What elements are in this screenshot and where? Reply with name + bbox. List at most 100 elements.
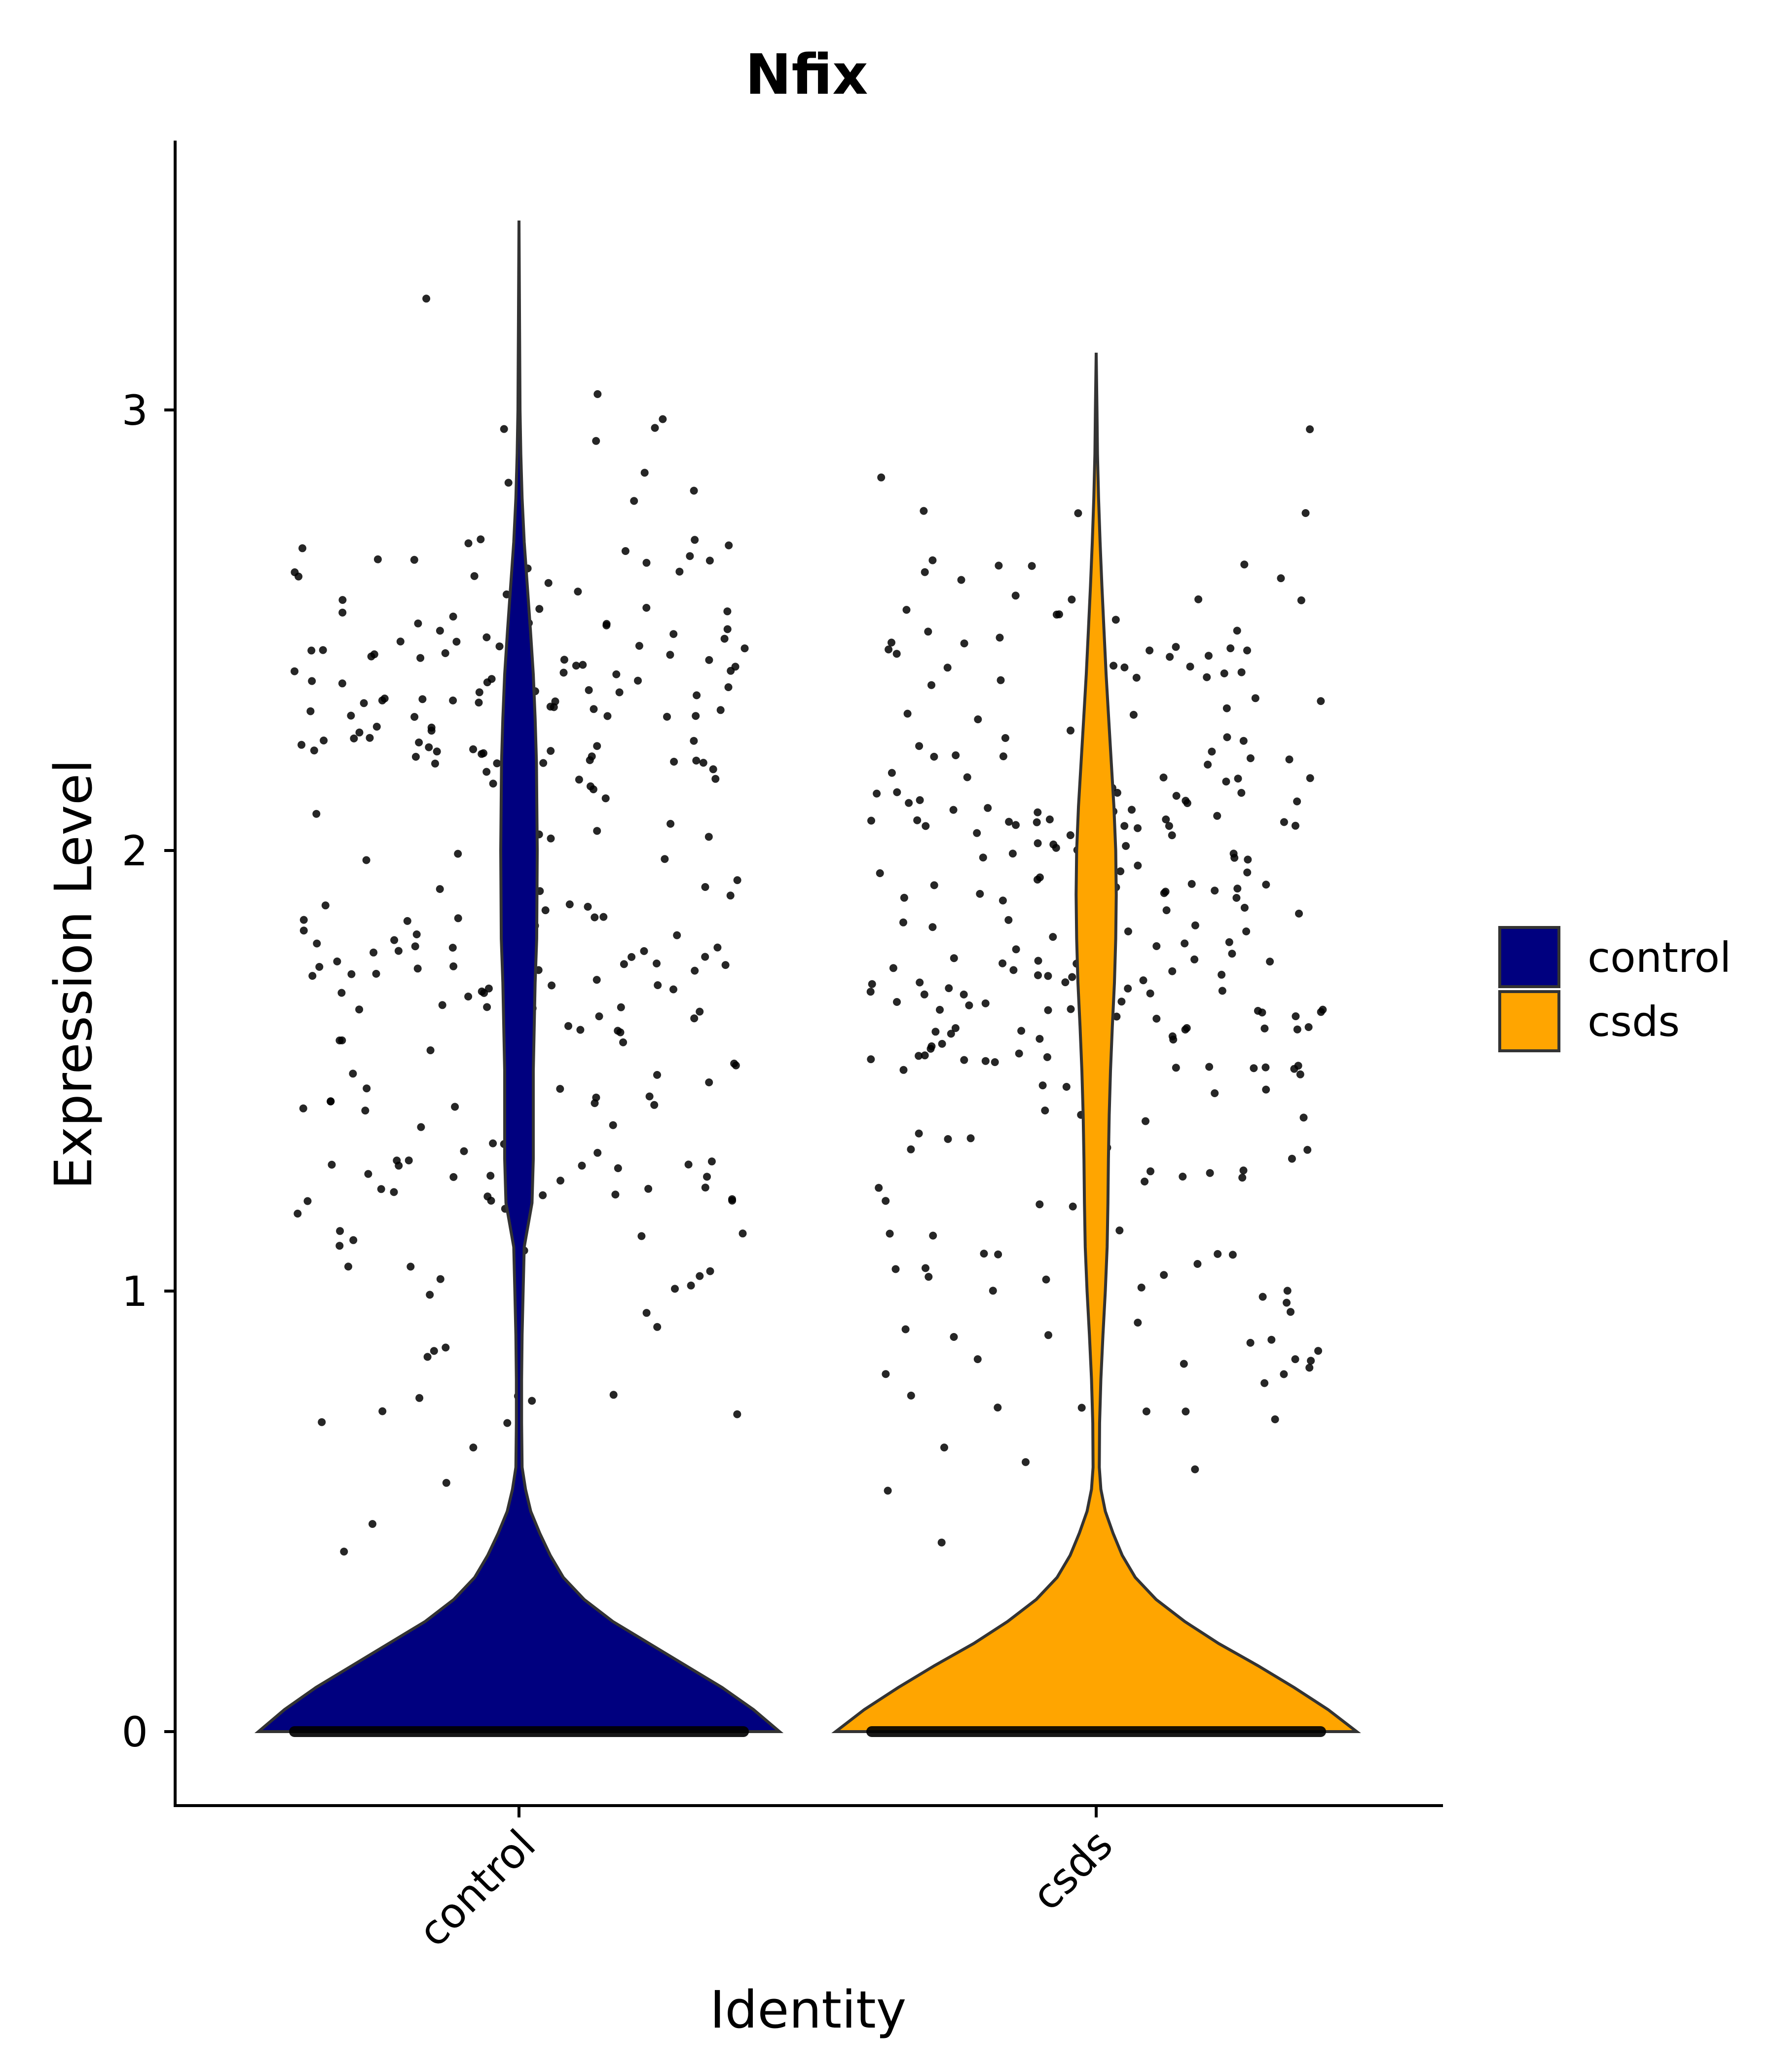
data-point <box>1146 989 1154 998</box>
x-tick-label: control <box>409 1820 545 1956</box>
data-point <box>1166 653 1174 661</box>
data-point <box>1283 1298 1291 1307</box>
data-point <box>591 913 599 922</box>
data-point <box>609 1121 617 1129</box>
data-point <box>1012 821 1020 829</box>
data-point <box>578 1161 586 1170</box>
data-point <box>991 1058 999 1066</box>
data-point <box>690 737 698 745</box>
data-point <box>899 1066 908 1074</box>
data-point <box>951 1024 960 1032</box>
data-point <box>1036 1200 1044 1209</box>
data-point <box>888 769 896 777</box>
data-point <box>565 900 574 909</box>
data-point <box>663 712 671 721</box>
data-point <box>925 1273 933 1281</box>
legend-label-control: control <box>1588 933 1731 982</box>
data-point <box>630 497 638 505</box>
data-point <box>344 1262 352 1271</box>
data-point <box>673 931 681 939</box>
data-point <box>1165 822 1173 830</box>
data-point <box>415 1394 424 1402</box>
data-point <box>1152 1014 1161 1023</box>
data-point <box>475 688 483 697</box>
data-point <box>442 1479 450 1487</box>
data-point <box>556 1085 564 1093</box>
data-point <box>1152 942 1161 950</box>
data-point <box>690 486 698 495</box>
data-point <box>1240 904 1249 912</box>
data-point <box>390 1188 398 1196</box>
data-point <box>1233 627 1241 635</box>
data-point <box>291 568 299 576</box>
data-point <box>1293 797 1301 806</box>
data-point <box>1246 1338 1255 1347</box>
data-point <box>487 675 496 683</box>
data-point <box>394 947 403 955</box>
data-point <box>669 985 677 994</box>
data-point <box>431 759 439 768</box>
data-point <box>291 667 298 675</box>
data-point <box>1295 909 1303 918</box>
data-point <box>952 751 960 759</box>
data-point <box>349 1070 357 1078</box>
data-point <box>693 691 701 700</box>
data-point <box>1290 1065 1298 1073</box>
data-point <box>1117 998 1126 1006</box>
data-point <box>716 706 725 714</box>
data-point <box>924 628 932 636</box>
data-point <box>642 604 651 612</box>
data-point <box>426 1046 435 1054</box>
data-point <box>999 959 1007 967</box>
data-point <box>616 1028 625 1036</box>
data-point <box>1218 987 1226 995</box>
data-point <box>1240 560 1249 569</box>
data-point <box>451 1103 459 1111</box>
data-point <box>1116 867 1125 876</box>
data-point <box>430 1347 438 1355</box>
data-point <box>974 715 982 724</box>
data-point <box>653 1323 662 1331</box>
data-point <box>333 957 341 965</box>
data-point <box>1222 704 1231 712</box>
data-point <box>873 789 881 798</box>
data-point <box>469 745 478 753</box>
data-point <box>915 1052 923 1060</box>
data-point <box>599 913 608 921</box>
data-point <box>1211 887 1219 895</box>
data-point <box>696 1007 704 1016</box>
data-point <box>1147 1167 1154 1176</box>
data-point <box>692 712 700 720</box>
data-point <box>669 630 678 638</box>
data-point <box>706 1267 714 1275</box>
data-point <box>1172 1064 1180 1072</box>
data-point <box>1180 1360 1188 1368</box>
data-point <box>452 637 461 646</box>
data-point <box>704 833 713 841</box>
data-point <box>915 1129 923 1138</box>
data-point <box>480 749 487 757</box>
data-point <box>651 424 659 432</box>
data-point <box>1034 971 1042 979</box>
data-point <box>907 1391 915 1400</box>
data-point <box>576 1026 585 1034</box>
data-point <box>299 1104 307 1112</box>
data-point <box>994 1250 1002 1258</box>
data-point <box>981 999 990 1007</box>
data-point <box>548 981 556 990</box>
data-point <box>686 552 694 560</box>
data-point <box>338 608 347 617</box>
data-point <box>653 960 661 967</box>
data-point <box>691 536 699 544</box>
y-tick-label: 2 <box>122 827 148 875</box>
data-point <box>541 906 550 915</box>
data-point <box>1011 592 1020 600</box>
data-point <box>922 822 930 830</box>
data-point <box>310 746 318 755</box>
data-point <box>297 740 306 749</box>
data-point <box>889 964 897 972</box>
data-point <box>338 596 347 604</box>
data-point <box>347 970 356 978</box>
data-point <box>1041 1107 1049 1114</box>
data-point <box>701 883 709 891</box>
